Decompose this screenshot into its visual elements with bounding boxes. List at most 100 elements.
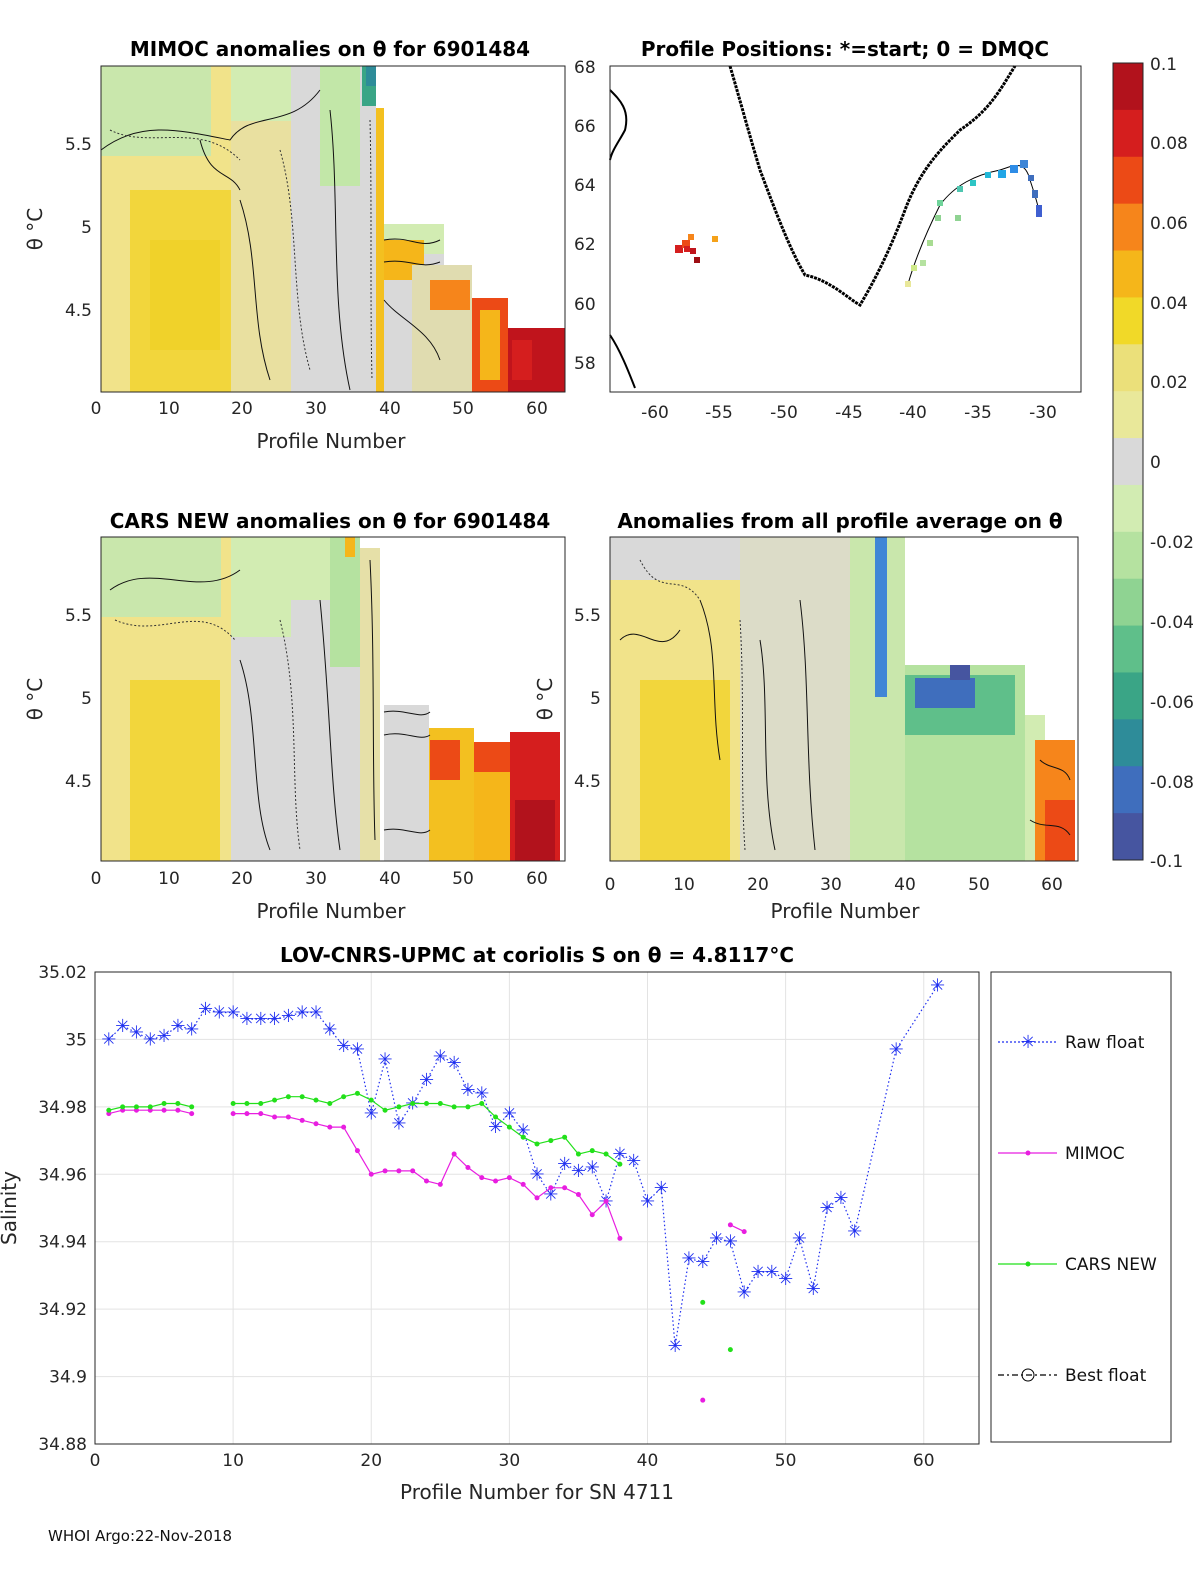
salinity-chart: LOV-CNRS-UPMC at coriolis S on θ = 4.811… xyxy=(0,943,1172,1504)
panel-b-ytick: 66 xyxy=(574,117,596,137)
raw-float-point: ✳ xyxy=(778,1269,793,1290)
salinity-xtick: 40 xyxy=(637,1451,659,1471)
salinity-xtick: 60 xyxy=(913,1451,935,1471)
cars-new-point xyxy=(424,1100,429,1106)
colorbar-tick: 0.06 xyxy=(1150,214,1188,234)
legend-label: MIMOC xyxy=(1065,1144,1125,1164)
cars-new-point xyxy=(700,1299,706,1305)
raw-float-point: ✳ xyxy=(737,1282,752,1303)
mimoc-point xyxy=(313,1121,319,1127)
cars-new-point xyxy=(341,1094,347,1100)
mimoc-point xyxy=(424,1178,429,1184)
cars-new-point xyxy=(382,1107,388,1113)
panel-a-ytick: 5 xyxy=(81,218,92,238)
colorbar-block xyxy=(1113,484,1143,533)
panel-d-ytick: 5.5 xyxy=(574,606,601,626)
legend-item-raw-float: ✳ Raw float xyxy=(998,1032,1145,1053)
panel-c-xtick: 10 xyxy=(158,869,180,889)
panel-b-ytick: 60 xyxy=(574,295,596,315)
salinity-xtick: 20 xyxy=(360,1451,382,1471)
panel-d-xlabel: Profile Number xyxy=(771,899,921,923)
cars-new-point xyxy=(617,1161,623,1167)
raw-float-point: ✳ xyxy=(889,1040,904,1061)
legend-label: Raw float xyxy=(1065,1033,1145,1053)
panel-d-heatmap xyxy=(610,537,1078,861)
cars-new-point xyxy=(313,1097,319,1103)
colorbar-block xyxy=(1113,203,1143,252)
colorbar-block xyxy=(1113,109,1143,158)
salinity-xtick: 50 xyxy=(775,1451,797,1471)
cars-new-point xyxy=(133,1104,139,1110)
cars-new-point xyxy=(589,1148,595,1154)
salinity-ytick: 34.94 xyxy=(38,1233,87,1253)
panel-d-xtick: 10 xyxy=(673,875,695,895)
raw-float-point: ✳ xyxy=(543,1185,558,1206)
panel-d-ytick: 4.5 xyxy=(574,772,601,792)
mimoc-point xyxy=(437,1181,443,1187)
raw-float-point: ✳ xyxy=(764,1262,779,1283)
mimoc-point xyxy=(189,1111,195,1117)
panel-b-ytick: 62 xyxy=(574,235,596,255)
raw-float-point: ✳ xyxy=(750,1262,765,1283)
raw-float-point: ✳ xyxy=(281,1006,296,1027)
raw-float-point: ✳ xyxy=(101,1029,116,1050)
raw-float-point: ✳ xyxy=(640,1191,655,1212)
mimoc-point xyxy=(230,1111,236,1117)
raw-float-point: ✳ xyxy=(419,1070,434,1091)
salinity-xtick: 10 xyxy=(222,1451,244,1471)
cars-new-point xyxy=(175,1100,181,1106)
legend-item-cars-new: CARS NEW xyxy=(998,1255,1157,1275)
panel-b-xtick: -50 xyxy=(770,403,798,423)
panel-b-title: Profile Positions: *=start; 0 = DMQC xyxy=(641,37,1049,61)
cars-new-point xyxy=(727,1347,733,1353)
panel-a-ytick: 4.5 xyxy=(65,301,92,321)
raw-float-point: ✳ xyxy=(364,1104,379,1125)
mimoc-point xyxy=(548,1185,554,1191)
mimoc-point xyxy=(285,1114,291,1120)
cars-new-point xyxy=(189,1104,195,1110)
colorbar-block xyxy=(1113,63,1143,111)
raw-float-point: ✳ xyxy=(681,1249,696,1270)
cars-new-point xyxy=(575,1151,581,1157)
raw-float-point: ✳ xyxy=(239,1009,254,1030)
cars-new-point xyxy=(147,1104,153,1110)
raw-float-point: ✳ xyxy=(322,1019,337,1040)
colorbar-block xyxy=(1113,250,1143,298)
panel-b-xtick: -30 xyxy=(1029,403,1057,423)
raw-float-point: ✳ xyxy=(170,1016,185,1037)
cars-new-point xyxy=(410,1100,416,1106)
mimoc-point xyxy=(617,1235,623,1241)
colorbar: 0.1 0.08 0.06 0.04 0.02 0 -0.02 -0.04 -0… xyxy=(1112,55,1194,872)
salinity-ytick: 34.9 xyxy=(49,1368,87,1388)
raw-float-point: ✳ xyxy=(820,1198,835,1219)
colorbar-block xyxy=(1113,672,1143,720)
colorbar-block xyxy=(1113,438,1143,486)
raw-float-point: ✳ xyxy=(529,1164,544,1185)
raw-float-point: ✳ xyxy=(806,1279,821,1300)
panel-b-xtick: -40 xyxy=(899,403,927,423)
raw-float-point: ✳ xyxy=(253,1009,268,1030)
salinity-series: ✳✳✳✳✳✳✳✳✳✳✳✳✳✳✳✳✳✳✳✳✳✳✳✳✳✳✳✳✳✳✳✳✳✳✳✳✳✳✳✳… xyxy=(101,975,945,1403)
mimoc-point xyxy=(479,1175,485,1181)
raw-float-point: ✳ xyxy=(143,1029,158,1050)
panel-d-xtick: 30 xyxy=(820,875,842,895)
cars-new-point xyxy=(327,1100,333,1106)
raw-float-point: ✳ xyxy=(668,1336,683,1357)
colorbar-tick: 0.1 xyxy=(1150,55,1177,75)
raw-float-point: ✳ xyxy=(516,1120,531,1141)
panel-c-xtick: 40 xyxy=(379,869,401,889)
cars-new-point xyxy=(465,1104,471,1110)
raw-float-point: ✳ xyxy=(212,1002,227,1023)
salinity-ytick: 34.98 xyxy=(38,1098,87,1118)
legend-item-mimoc: MIMOC xyxy=(998,1144,1125,1164)
raw-float-point: ✳ xyxy=(226,1002,241,1023)
panel-c-xlabel: Profile Number xyxy=(257,899,407,923)
mimoc-point xyxy=(534,1195,540,1201)
raw-float-point: ✳ xyxy=(612,1144,627,1165)
mimoc-point xyxy=(410,1168,416,1174)
mimoc-point xyxy=(396,1168,402,1174)
mimoc-point xyxy=(520,1181,526,1187)
legend-item-best-float: Best float xyxy=(998,1366,1147,1386)
mimoc-point xyxy=(589,1212,595,1218)
